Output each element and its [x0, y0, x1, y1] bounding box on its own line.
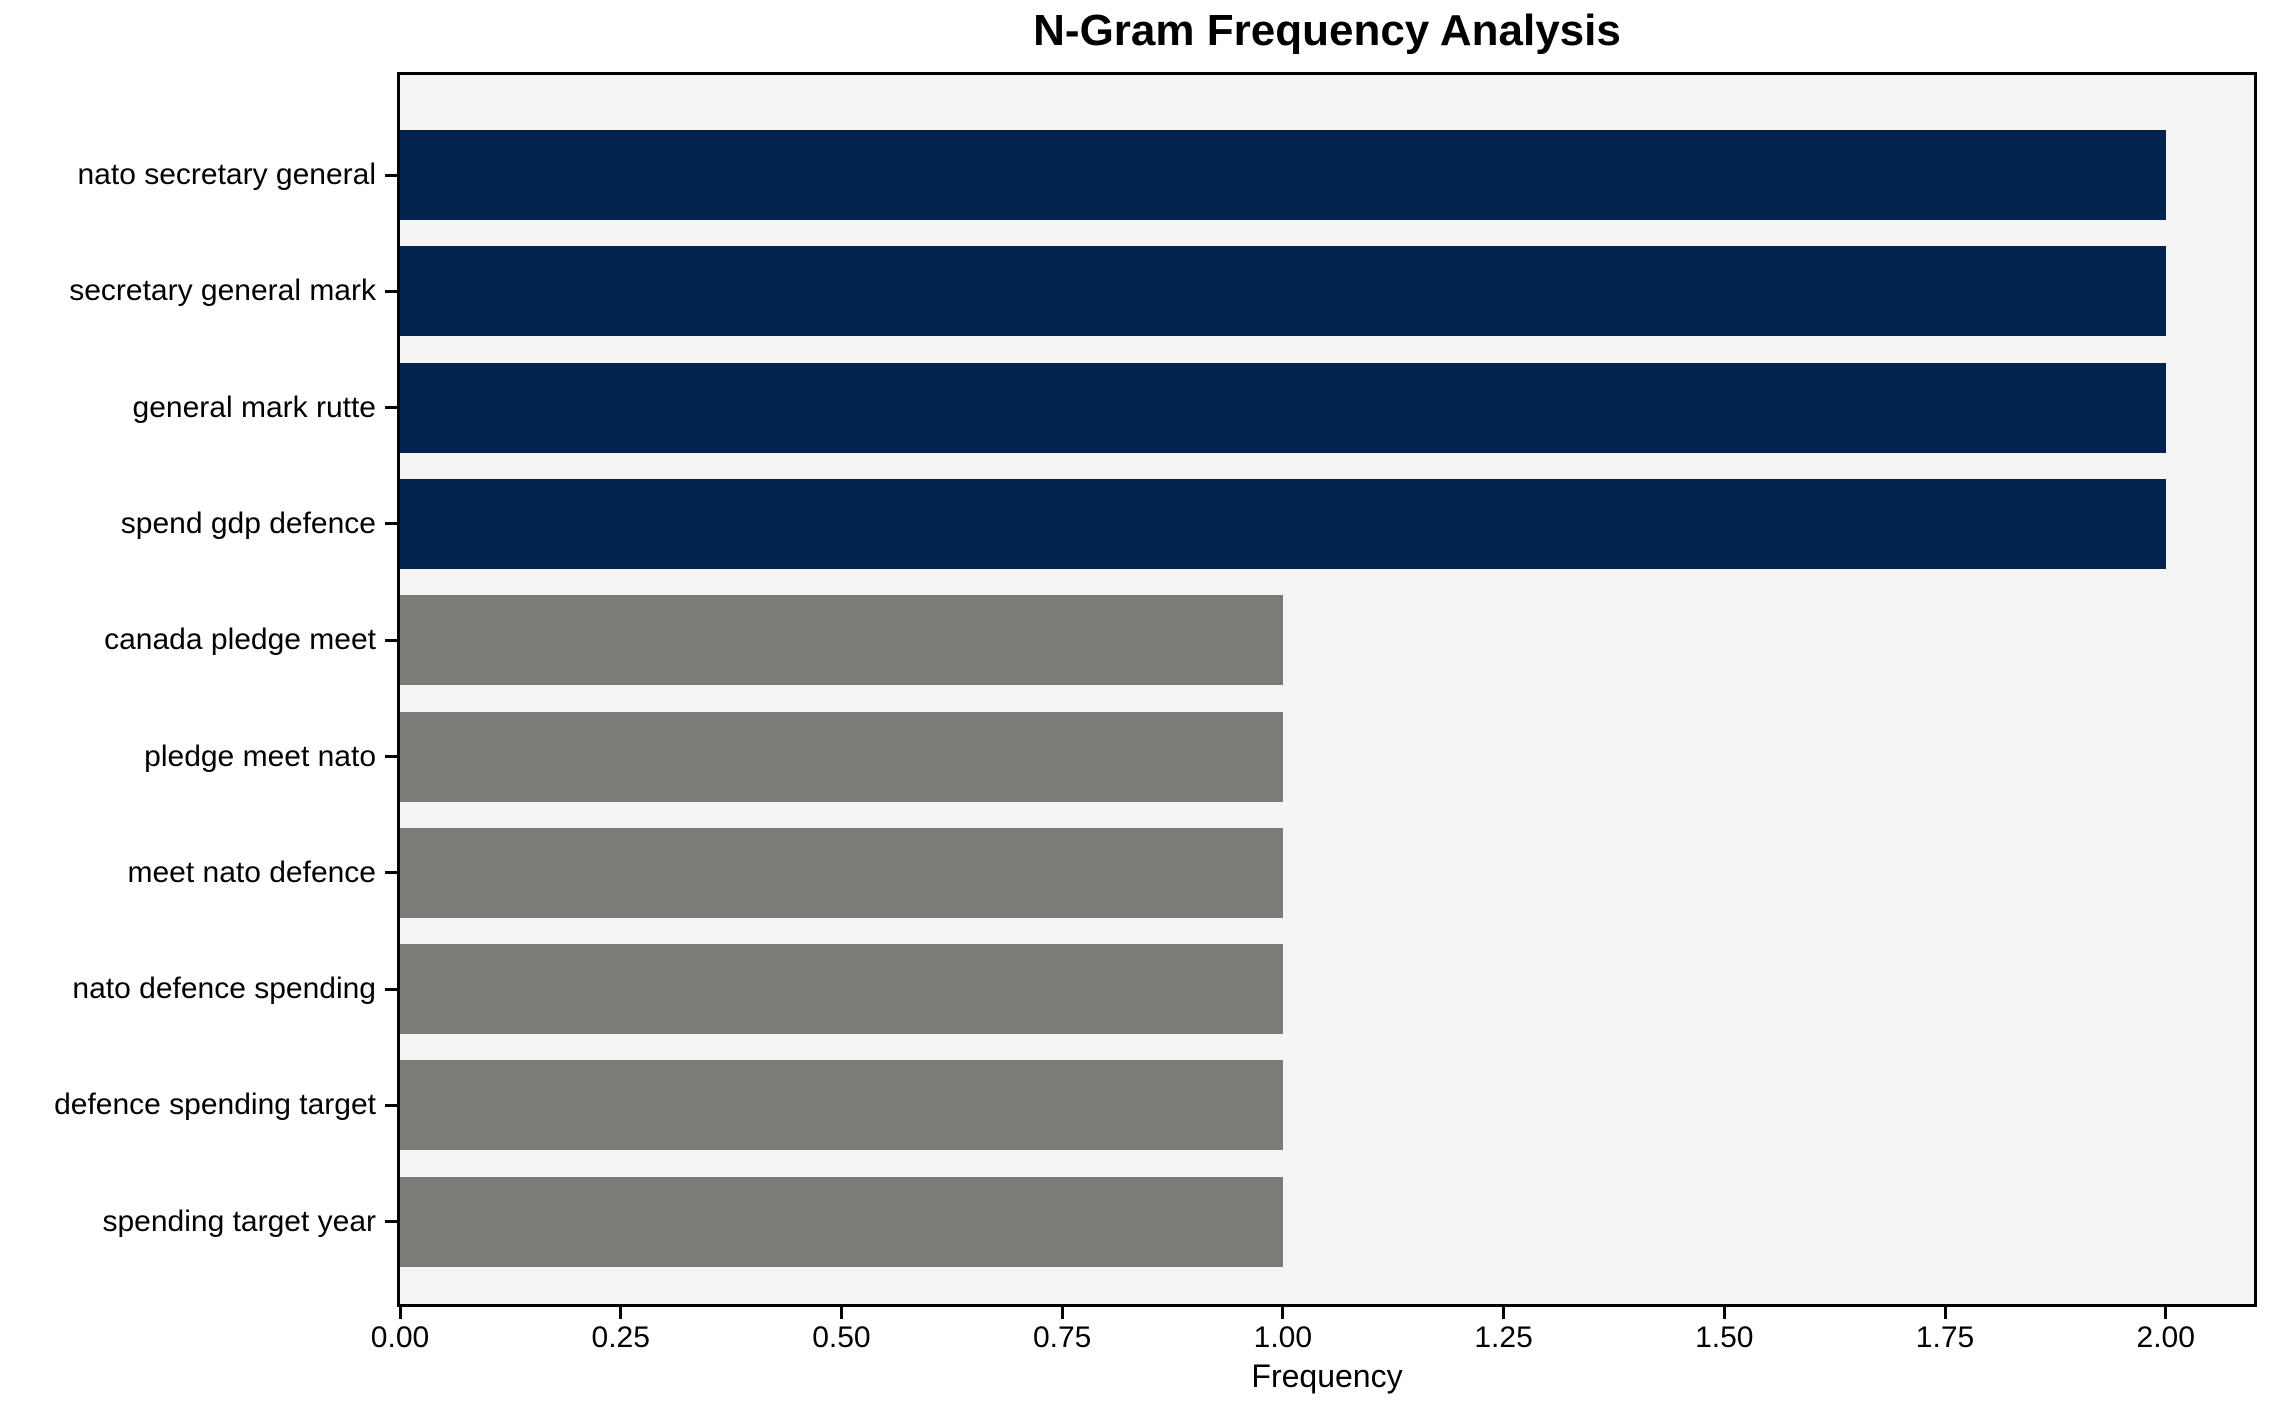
x-tick-label: 1.00	[1253, 1321, 1313, 1354]
y-tick-mark	[385, 1220, 397, 1224]
x-tick-mark	[1060, 1307, 1064, 1319]
x-tick-mark	[2164, 1307, 2168, 1319]
x-tick-label: 0.00	[370, 1321, 430, 1354]
x-tick-label: 0.50	[812, 1321, 871, 1354]
y-tick-label: pledge meet nato	[144, 739, 376, 773]
y-tick-mark	[385, 406, 397, 410]
bar	[400, 711, 1283, 802]
y-tick-label: meet nato defence	[127, 855, 376, 889]
y-tick-label: spend gdp defence	[120, 506, 376, 540]
y-tick-label: secretary general mark	[69, 274, 376, 308]
x-tick-mark	[619, 1307, 623, 1319]
y-tick-label: nato secretary general	[77, 158, 376, 191]
x-tick-mark	[839, 1307, 843, 1319]
y-tick-mark	[385, 173, 397, 177]
x-axis-label: Frequency	[1251, 1358, 1403, 1394]
y-tick-label: spending target year	[102, 1204, 376, 1238]
y-tick-label: nato defence spending	[72, 972, 376, 1006]
y-tick-mark	[385, 522, 397, 526]
bar	[400, 246, 2166, 337]
bar	[400, 1176, 1283, 1267]
x-tick-label: 0.25	[591, 1321, 650, 1354]
x-tick-label: 1.50	[1695, 1321, 1754, 1354]
bar	[400, 595, 1283, 686]
y-tick-mark	[385, 871, 397, 875]
chart-title: N-Gram Frequency Analysis	[1033, 6, 1621, 55]
bar	[400, 944, 1283, 1035]
y-tick-label: canada pledge meet	[104, 623, 376, 657]
y-tick-label: defence spending target	[54, 1088, 376, 1122]
x-tick-label: 2.00	[2136, 1321, 2195, 1354]
bar	[400, 827, 1283, 918]
x-tick-mark	[1281, 1307, 1285, 1319]
y-tick-mark	[385, 638, 397, 642]
x-tick-label: 0.75	[1032, 1321, 1092, 1354]
bar	[400, 130, 2166, 220]
x-tick-mark	[1943, 1307, 1947, 1319]
y-tick-mark	[385, 1103, 397, 1107]
bar	[400, 362, 2166, 453]
y-tick-label: general mark rutte	[132, 390, 376, 424]
x-tick-mark	[1722, 1307, 1726, 1319]
x-tick-label: 1.25	[1474, 1321, 1533, 1354]
x-tick-label: 1.75	[1915, 1321, 1975, 1354]
bar	[400, 478, 2166, 569]
y-tick-mark	[385, 755, 397, 758]
x-tick-mark	[398, 1307, 402, 1319]
plot-area	[397, 72, 2257, 1307]
bar	[400, 1060, 1283, 1151]
y-tick-mark	[385, 289, 397, 293]
y-tick-mark	[385, 987, 397, 991]
x-tick-mark	[1502, 1307, 1506, 1319]
